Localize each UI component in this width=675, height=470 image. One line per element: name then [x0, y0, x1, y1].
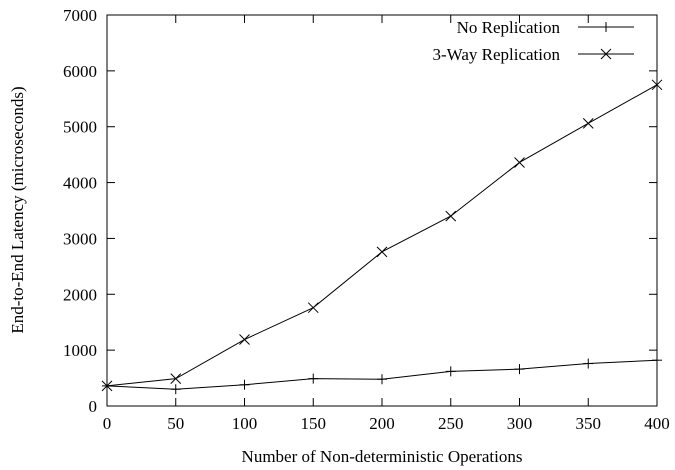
- legend: No Replication 3-Way Replication: [432, 18, 634, 64]
- legend-marker-1: [601, 22, 611, 32]
- x-tick-label: 100: [232, 414, 258, 433]
- series-2-point: [239, 334, 250, 345]
- y-tick-label: 3000: [63, 229, 97, 248]
- y-tick-label: 7000: [63, 6, 97, 25]
- series-1-point: [308, 373, 319, 384]
- axis-ticks: [106, 14, 658, 407]
- series-layer: [101, 79, 663, 395]
- series-2-point: [376, 246, 388, 258]
- series-1-point: [377, 374, 387, 385]
- series-1-point: [445, 366, 456, 377]
- x-tick-label: 200: [369, 414, 395, 433]
- series-1-point: [170, 384, 181, 395]
- series-2-point: [582, 118, 594, 129]
- legend-label-2: 3-Way Replication: [432, 45, 560, 64]
- y-tick-label: 6000: [63, 62, 97, 81]
- x-tick-label: 50: [167, 414, 184, 433]
- x-tick-label: 250: [438, 414, 464, 433]
- y-axis-title: End-to-End Latency (microseconds): [8, 86, 27, 333]
- series-line-2: [106, 84, 658, 387]
- x-tick-label: 350: [576, 414, 602, 433]
- y-tick-label: 4000: [63, 174, 97, 193]
- y-tick-label: 0: [89, 397, 98, 416]
- series-1-point: [652, 355, 662, 366]
- plot-frame: [106, 14, 658, 407]
- x-tick-label: 300: [507, 414, 533, 433]
- x-axis-title: Number of Non-deterministic Operations: [242, 447, 523, 466]
- x-tick-label: 0: [103, 414, 112, 433]
- legend-label-1: No Replication: [457, 18, 561, 37]
- x-tick-label: 150: [301, 414, 327, 433]
- series-1-point: [239, 379, 250, 390]
- legend-marker-2: [600, 48, 612, 60]
- series-2-point: [445, 210, 457, 222]
- series-2-point: [307, 302, 319, 314]
- y-tick-label: 2000: [63, 285, 97, 304]
- y-tick-label: 5000: [63, 118, 97, 137]
- series-1-point: [583, 358, 594, 369]
- series-2-point: [170, 373, 182, 384]
- tick-labels: 0 50 100 150 200 250 300 350 4000100020003000400…: [63, 6, 670, 433]
- series-1-point: [514, 364, 525, 375]
- y-tick-label: 1000: [63, 341, 97, 360]
- x-tick-label: 400: [644, 414, 670, 433]
- series-2-point: [101, 380, 113, 392]
- series-2-point: [651, 79, 663, 91]
- series-2-point: [514, 157, 525, 168]
